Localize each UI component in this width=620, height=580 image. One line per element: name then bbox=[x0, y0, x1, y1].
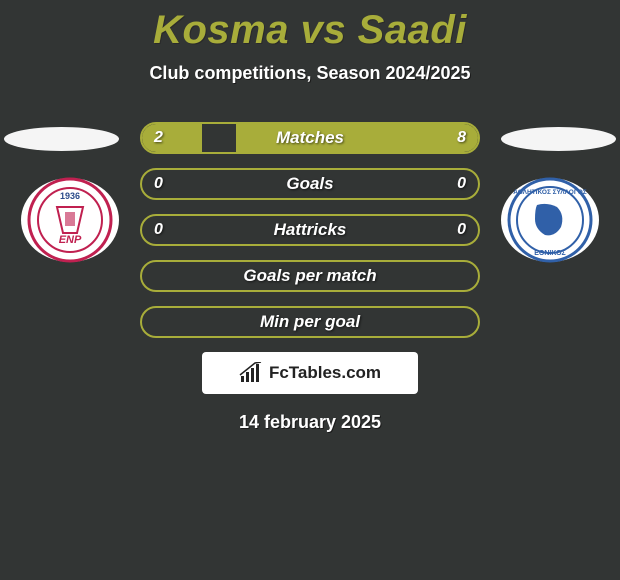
date-label: 14 february 2025 bbox=[140, 412, 480, 433]
stat-value-right: 0 bbox=[457, 221, 466, 239]
stat-row-min-per-goal: Min per goal bbox=[140, 306, 480, 338]
stat-label: Goals bbox=[286, 174, 333, 194]
stat-label: Min per goal bbox=[260, 312, 360, 332]
country-flag-right bbox=[501, 127, 616, 151]
bar-chart-icon bbox=[239, 362, 265, 384]
stat-value-left: 2 bbox=[154, 129, 163, 147]
stat-row-matches: 2 Matches 8 bbox=[140, 122, 480, 154]
brand-text: FcTables.com bbox=[269, 363, 381, 383]
brand-badge[interactable]: FcTables.com bbox=[202, 352, 418, 394]
stats-container: 2 Matches 8 0 Goals 0 0 Hattricks 0 Goal… bbox=[140, 122, 480, 433]
club-logo-left-icon: 1936 ENP bbox=[27, 177, 113, 263]
stat-value-left: 0 bbox=[154, 221, 163, 239]
svg-text:ENP: ENP bbox=[59, 234, 82, 246]
svg-text:1936: 1936 bbox=[60, 191, 80, 201]
subtitle: Club competitions, Season 2024/2025 bbox=[0, 63, 620, 84]
svg-text:ΑΘΛΗΤΙΚΟΣ ΣΥΛΛΟΓΟΣ: ΑΘΛΗΤΙΚΟΣ ΣΥΛΛΟΓΟΣ bbox=[513, 189, 587, 196]
stat-value-right: 8 bbox=[457, 129, 466, 147]
country-flag-left bbox=[4, 127, 119, 151]
stat-label: Goals per match bbox=[243, 266, 376, 286]
club-badge-left: 1936 ENP bbox=[21, 178, 119, 262]
stat-fill-right bbox=[236, 124, 478, 152]
club-logo-right-icon: ΑΘΛΗΤΙΚΟΣ ΣΥΛΛΟΓΟΣ ΕΘΝΙΚΟΣ bbox=[507, 177, 593, 263]
stat-row-hattricks: 0 Hattricks 0 bbox=[140, 214, 480, 246]
club-badge-right: ΑΘΛΗΤΙΚΟΣ ΣΥΛΛΟΓΟΣ ΕΘΝΙΚΟΣ bbox=[501, 178, 599, 262]
stat-label: Hattricks bbox=[274, 220, 347, 240]
stat-label: Matches bbox=[276, 128, 344, 148]
stat-value-left: 0 bbox=[154, 175, 163, 193]
svg-text:ΕΘΝΙΚΟΣ: ΕΘΝΙΚΟΣ bbox=[534, 250, 566, 257]
stat-value-right: 0 bbox=[457, 175, 466, 193]
page-title: Kosma vs Saadi bbox=[0, 0, 620, 53]
stat-fill-left bbox=[142, 124, 202, 152]
stat-row-goals-per-match: Goals per match bbox=[140, 260, 480, 292]
stat-row-goals: 0 Goals 0 bbox=[140, 168, 480, 200]
